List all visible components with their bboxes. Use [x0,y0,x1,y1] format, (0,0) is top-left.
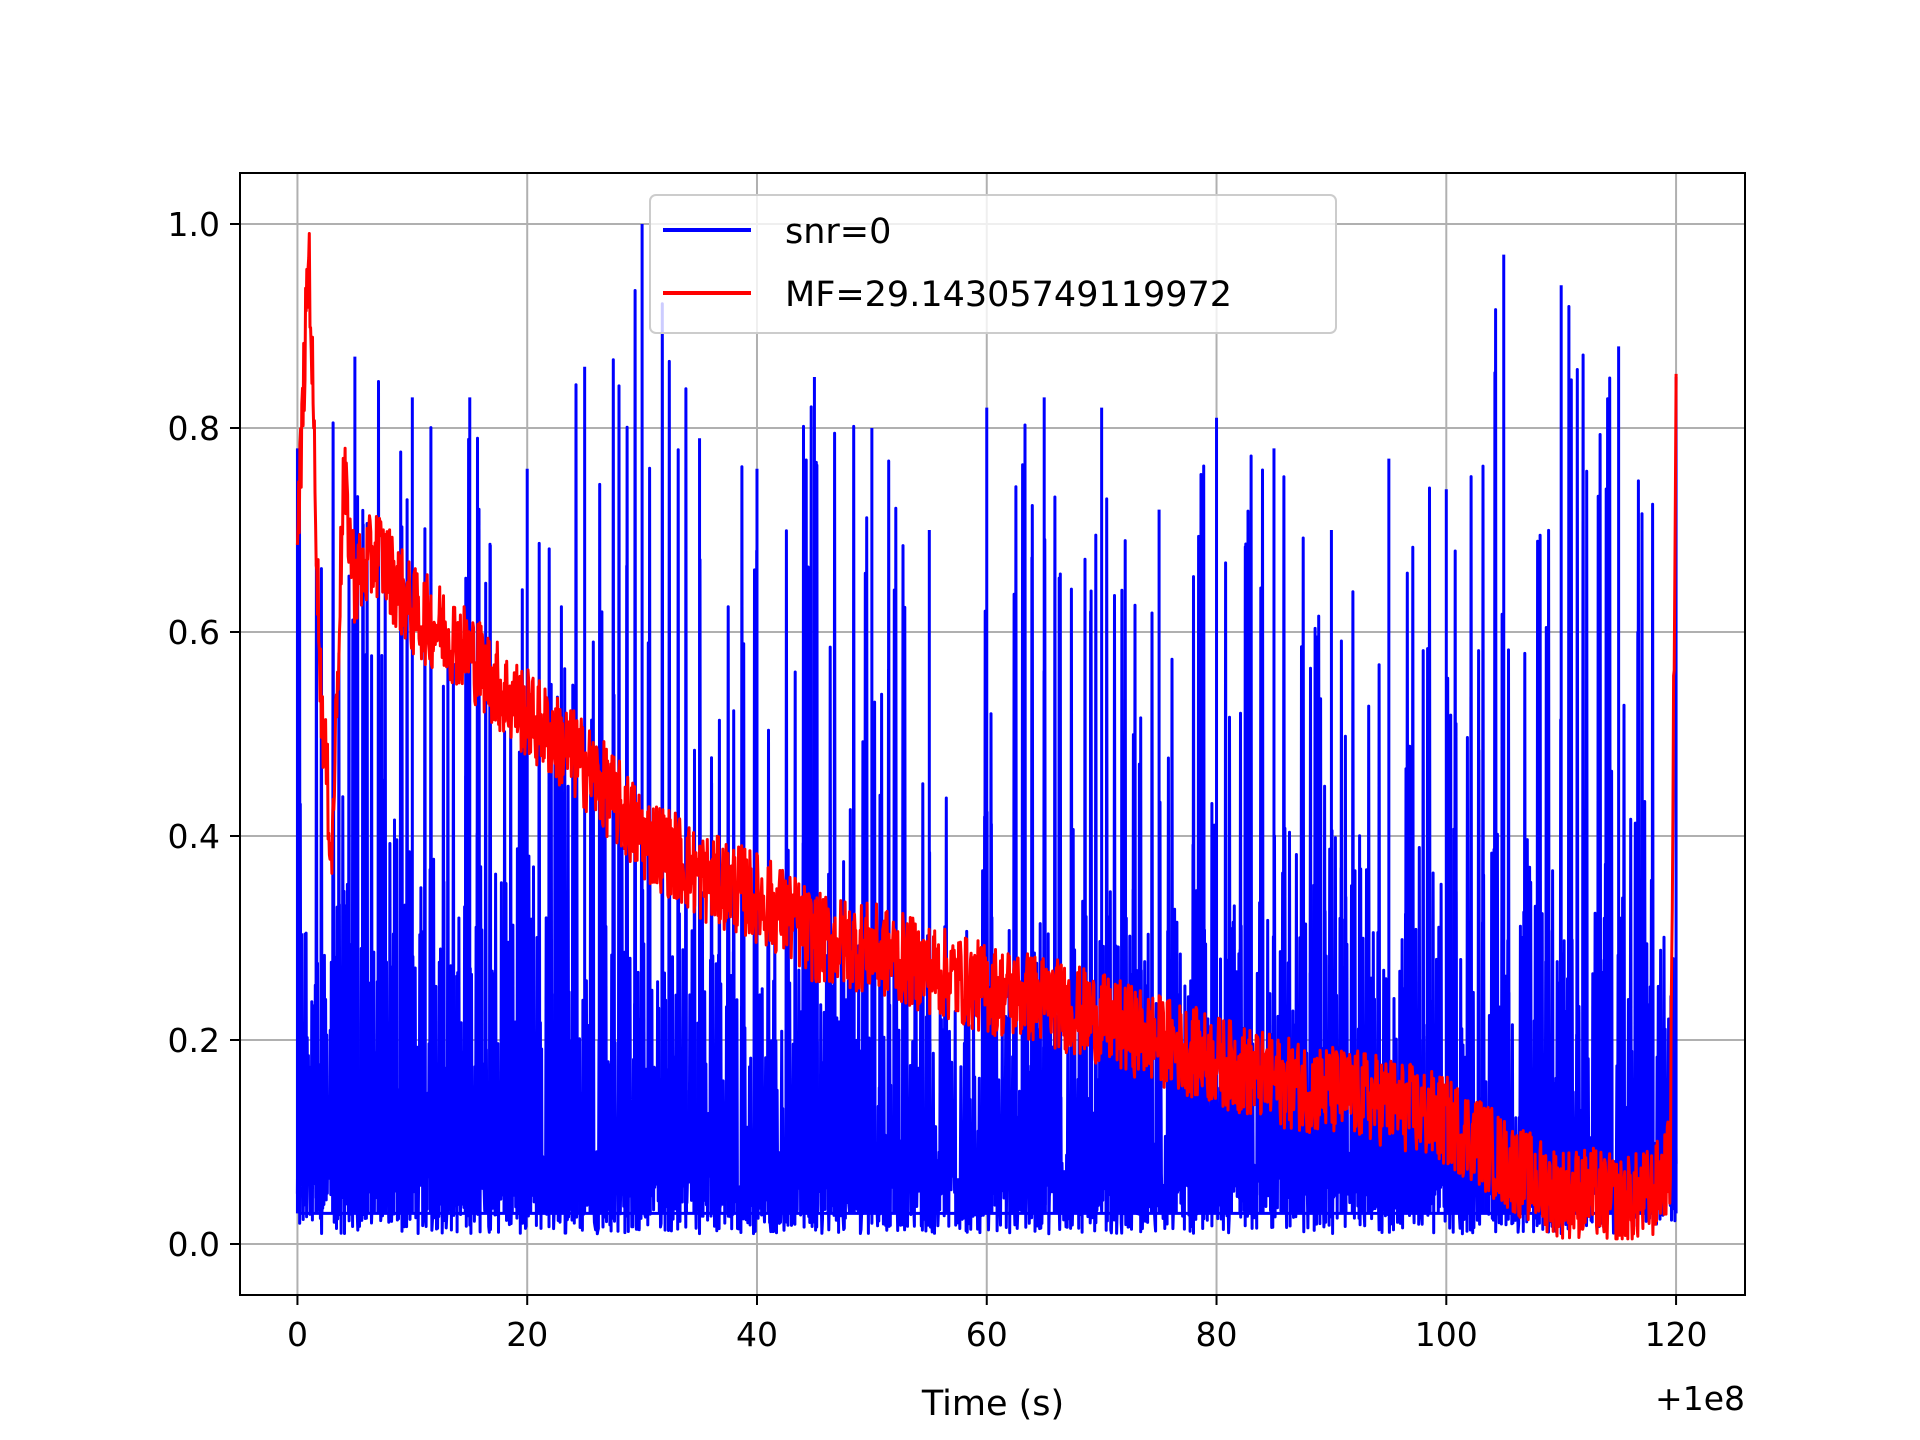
y-tick-label: 0.2 [168,1021,220,1060]
legend: snr=0 MF=29.14305749119972 [649,194,1337,334]
x-axis-offset-label: +1e8 [1655,1379,1745,1418]
x-tick-label: 120 [1645,1315,1708,1354]
x-tick-label: 20 [506,1315,548,1354]
series-spikes-snr [297,289,1655,1215]
series-line-mf [295,232,1678,1241]
x-tick-label: 80 [1196,1315,1238,1354]
legend-label-mf: MF=29.14305749119972 [785,275,1232,315]
x-tick-label: 100 [1415,1315,1478,1354]
axis-ticks: 0 20 40 60 80 100 120 0.0 0.2 0.4 0.6 0.8 1.0 [168,205,1708,1354]
x-tick-label: 40 [736,1315,778,1354]
y-tick-label: 1.0 [168,205,220,244]
y-tick-label: 0.8 [168,409,220,448]
legend-box [649,194,1337,334]
axes-frame [239,172,1746,1296]
x-axis-label: Time (s) [921,1384,1064,1424]
legend-label-snr: snr=0 [785,212,891,252]
x-tick-label: 0 [287,1315,308,1354]
y-tick-label: 0.0 [168,1225,220,1264]
y-tick-label: 0.6 [168,613,220,652]
y-tick-label: 0.4 [168,817,220,856]
plot-area [295,224,1678,1241]
x-tick-label: 60 [966,1315,1008,1354]
